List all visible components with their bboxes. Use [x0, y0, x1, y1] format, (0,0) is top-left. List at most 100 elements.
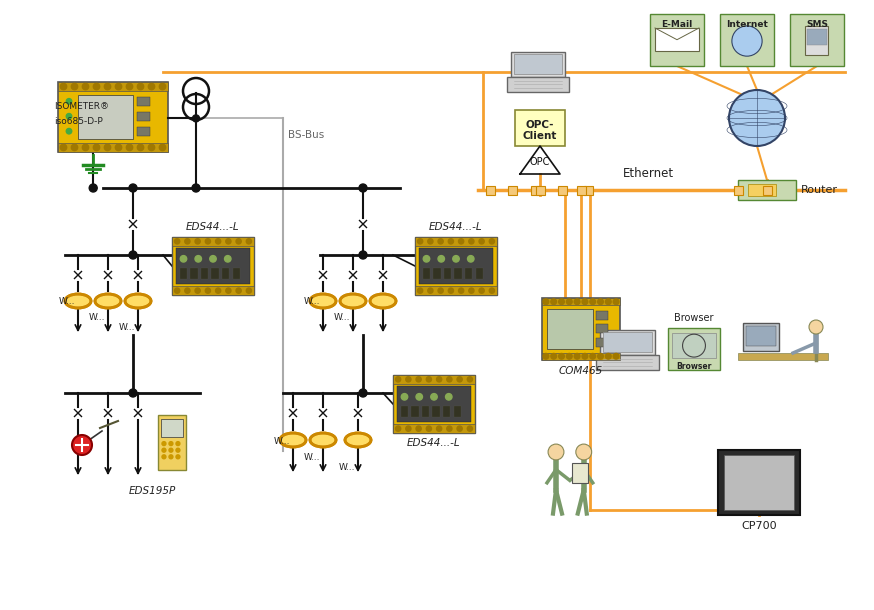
Circle shape	[427, 426, 432, 431]
Circle shape	[468, 239, 474, 244]
Circle shape	[176, 442, 180, 445]
Circle shape	[457, 377, 462, 382]
FancyBboxPatch shape	[172, 237, 254, 295]
Circle shape	[416, 426, 421, 431]
Text: E-Mail: E-Mail	[662, 20, 692, 29]
Text: BS-Bus: BS-Bus	[288, 131, 324, 140]
FancyBboxPatch shape	[444, 268, 451, 279]
Text: W...: W...	[89, 312, 106, 321]
Text: W...: W...	[339, 464, 356, 473]
Circle shape	[159, 144, 166, 151]
Circle shape	[479, 288, 484, 293]
Circle shape	[82, 84, 88, 90]
Circle shape	[732, 26, 762, 56]
Text: iso685-D-P: iso685-D-P	[54, 117, 103, 126]
FancyBboxPatch shape	[397, 386, 471, 422]
Circle shape	[447, 377, 452, 382]
Circle shape	[169, 442, 173, 445]
Circle shape	[66, 129, 72, 134]
Circle shape	[129, 389, 137, 397]
Circle shape	[180, 256, 187, 262]
FancyBboxPatch shape	[415, 237, 497, 246]
FancyBboxPatch shape	[475, 268, 482, 279]
FancyBboxPatch shape	[748, 184, 776, 196]
Text: SMS: SMS	[806, 20, 828, 29]
FancyBboxPatch shape	[454, 406, 461, 417]
Circle shape	[149, 144, 155, 151]
FancyBboxPatch shape	[393, 425, 475, 433]
Circle shape	[176, 455, 180, 459]
Circle shape	[438, 256, 445, 262]
FancyBboxPatch shape	[58, 143, 168, 152]
Circle shape	[548, 444, 564, 460]
FancyBboxPatch shape	[596, 325, 607, 333]
Circle shape	[396, 377, 401, 382]
Text: OPC-: OPC-	[526, 120, 554, 130]
Text: EDS44...-L: EDS44...-L	[186, 222, 239, 232]
FancyBboxPatch shape	[161, 420, 184, 437]
Circle shape	[72, 435, 92, 455]
Circle shape	[169, 448, 173, 452]
Circle shape	[236, 239, 241, 244]
FancyBboxPatch shape	[733, 185, 743, 195]
Circle shape	[574, 299, 580, 304]
FancyBboxPatch shape	[720, 14, 774, 66]
Circle shape	[447, 426, 452, 431]
Circle shape	[459, 288, 464, 293]
Ellipse shape	[65, 294, 91, 308]
Circle shape	[551, 299, 557, 304]
FancyBboxPatch shape	[805, 26, 828, 55]
Circle shape	[359, 389, 367, 397]
Circle shape	[598, 353, 603, 359]
Circle shape	[216, 239, 221, 244]
Circle shape	[89, 184, 97, 192]
Circle shape	[574, 353, 580, 359]
Circle shape	[396, 426, 401, 431]
FancyBboxPatch shape	[531, 185, 539, 195]
Circle shape	[418, 288, 423, 293]
FancyBboxPatch shape	[558, 185, 566, 195]
Circle shape	[448, 288, 454, 293]
Circle shape	[446, 393, 452, 400]
Circle shape	[614, 353, 619, 359]
FancyBboxPatch shape	[536, 185, 545, 195]
Text: Browser: Browser	[676, 362, 711, 371]
Ellipse shape	[280, 433, 306, 447]
Circle shape	[60, 144, 66, 151]
Text: Client: Client	[523, 131, 558, 141]
Ellipse shape	[340, 294, 366, 308]
Circle shape	[104, 144, 111, 151]
Circle shape	[175, 288, 180, 293]
Circle shape	[115, 84, 121, 90]
Circle shape	[406, 426, 411, 431]
FancyBboxPatch shape	[454, 268, 461, 279]
Circle shape	[127, 84, 133, 90]
Circle shape	[115, 144, 121, 151]
Circle shape	[427, 288, 433, 293]
Circle shape	[137, 84, 143, 90]
FancyBboxPatch shape	[180, 268, 187, 279]
FancyBboxPatch shape	[542, 298, 620, 306]
FancyBboxPatch shape	[443, 406, 450, 417]
FancyBboxPatch shape	[415, 286, 497, 295]
Circle shape	[416, 377, 421, 382]
FancyBboxPatch shape	[650, 14, 704, 66]
Circle shape	[598, 299, 603, 304]
FancyBboxPatch shape	[412, 406, 419, 417]
Circle shape	[582, 299, 587, 304]
Circle shape	[468, 256, 474, 262]
Circle shape	[436, 377, 441, 382]
Circle shape	[359, 251, 367, 259]
FancyBboxPatch shape	[137, 112, 150, 121]
Circle shape	[176, 448, 180, 452]
Text: W...: W...	[304, 453, 321, 462]
FancyBboxPatch shape	[172, 286, 254, 295]
Circle shape	[169, 455, 173, 459]
Circle shape	[543, 299, 549, 304]
Ellipse shape	[345, 433, 371, 447]
Text: W...: W...	[59, 298, 75, 306]
Circle shape	[184, 239, 190, 244]
FancyBboxPatch shape	[743, 323, 779, 351]
Circle shape	[127, 144, 133, 151]
FancyBboxPatch shape	[547, 309, 593, 350]
